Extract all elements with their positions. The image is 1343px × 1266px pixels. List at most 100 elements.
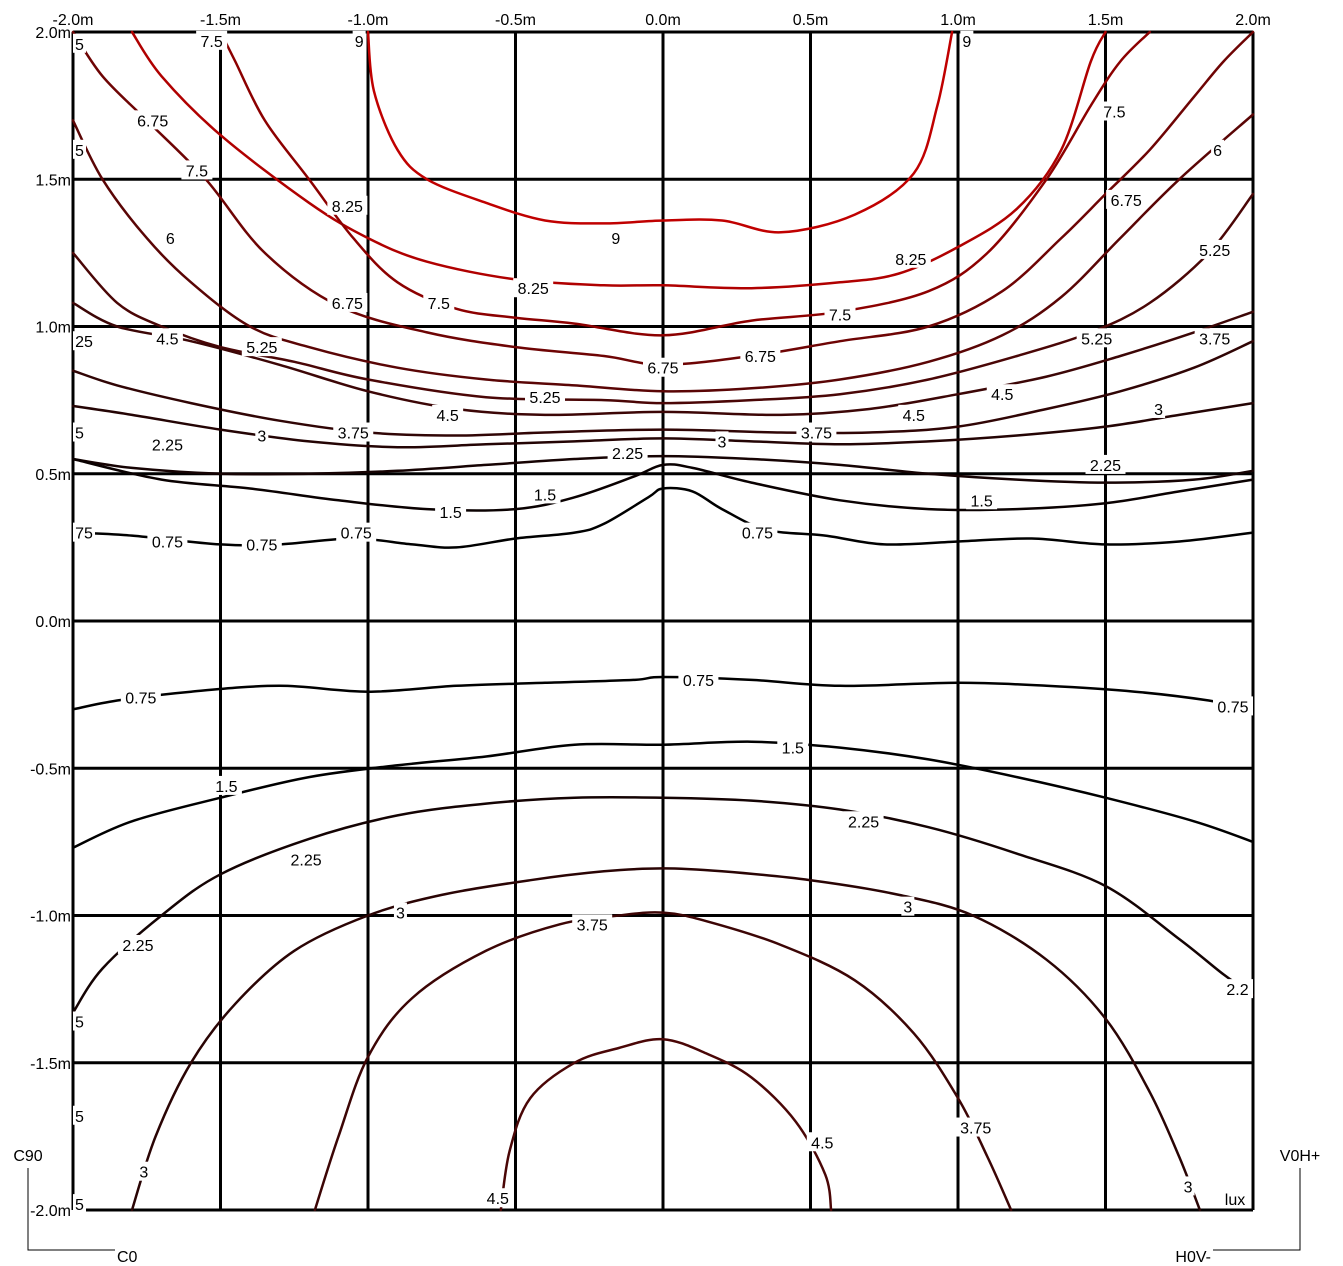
contour-label-text: 6 bbox=[166, 231, 175, 248]
contour-label: 9 bbox=[352, 30, 366, 51]
contour-line-0-75 bbox=[71, 486, 1255, 549]
contour-label-bg bbox=[163, 228, 177, 248]
contour-label-bg bbox=[715, 431, 729, 451]
contour-label-bg bbox=[181, 160, 213, 180]
contour-label-text: 3.75 bbox=[801, 426, 832, 443]
contour-label-bg bbox=[678, 669, 719, 689]
contour-line-6-75 bbox=[71, 30, 1255, 367]
y-tick-label: 1.5m bbox=[35, 172, 71, 189]
contour-label-bg bbox=[1085, 454, 1126, 474]
contour-label-bg bbox=[1213, 696, 1253, 716]
contour-label-bg bbox=[352, 30, 366, 50]
contour-label-text: 3 bbox=[396, 906, 405, 923]
contour-label-bg bbox=[525, 387, 565, 407]
contour-label-text: 0.75 bbox=[742, 526, 773, 543]
contour-label-bg bbox=[513, 278, 554, 298]
contour-label: 3 bbox=[255, 425, 269, 445]
corner-label-v0h-plus: V0H+ bbox=[1280, 1148, 1320, 1165]
contour-label: 4.5 bbox=[806, 1132, 838, 1152]
contour-label-text: 4.5 bbox=[156, 331, 178, 348]
contour-label-bg bbox=[147, 434, 188, 454]
contour-line-2-25 bbox=[71, 454, 1255, 484]
contour-label: 0.75 bbox=[147, 531, 188, 551]
contour-label: 3.75 bbox=[1194, 328, 1235, 348]
contour-label-text: 1.5 bbox=[970, 493, 992, 510]
contour-label: 7.5 bbox=[824, 304, 856, 325]
contour-line-5-25 bbox=[71, 192, 1255, 405]
contour-label-text: 0.75 bbox=[246, 537, 277, 554]
contour-label-text: 5 bbox=[75, 1109, 84, 1126]
contour-label: 6.75 bbox=[327, 292, 368, 313]
x-tick-label: -1.0m bbox=[348, 12, 389, 29]
contour-label: 6 bbox=[163, 228, 177, 248]
contour-label-bg bbox=[73, 139, 86, 159]
contour-label: 0.75 bbox=[737, 522, 778, 543]
contour-line-4-5 bbox=[71, 301, 1255, 417]
x-tick-label: -0.5m bbox=[495, 12, 536, 29]
contour-label-text: 75 bbox=[75, 526, 93, 543]
contour-label: 5.25 bbox=[1194, 239, 1235, 260]
contour-label: 7.5 bbox=[181, 160, 213, 180]
y-tick-label: 0.0m bbox=[35, 614, 71, 631]
contour-label-text: 2.25 bbox=[612, 446, 643, 463]
contour-label-text: 4.5 bbox=[903, 408, 925, 425]
contour-line-3-75 bbox=[313, 911, 1013, 1212]
contour-label: 5 bbox=[73, 1194, 86, 1214]
contour-label-bg bbox=[643, 357, 683, 377]
x-tick-label: 1.5m bbox=[1088, 12, 1124, 29]
contour-label: 8.25 bbox=[513, 278, 554, 298]
x-tick-label: 0.5m bbox=[793, 12, 829, 29]
contour-line-8-25 bbox=[130, 30, 1107, 290]
contour-label-text: 1.5 bbox=[215, 779, 237, 796]
contour-label-bg bbox=[73, 33, 86, 53]
contour-label-text: 7.5 bbox=[1103, 105, 1125, 122]
contour-label-text: 0.75 bbox=[125, 691, 156, 708]
contour-label-bg bbox=[1211, 139, 1225, 159]
contour-label-text: 1.5 bbox=[534, 487, 556, 504]
contour-label: 6.75 bbox=[1106, 189, 1147, 210]
contour-label: 0.75 bbox=[336, 522, 377, 543]
contour-label-bg bbox=[1152, 398, 1166, 418]
contour-label-bg bbox=[327, 292, 368, 312]
contour-label-bg bbox=[132, 110, 173, 130]
contour-line-2-25 bbox=[71, 795, 1255, 1014]
corner-indicator-right: V0H+ H0V- bbox=[1175, 1148, 1320, 1266]
contour-label-text: 3 bbox=[903, 900, 912, 917]
contour-label-text: 5.25 bbox=[1081, 331, 1112, 348]
contour-label-text: 6.75 bbox=[332, 296, 363, 313]
contour-label-text: 5 bbox=[75, 37, 84, 54]
contour-label-text: 5.25 bbox=[246, 340, 277, 357]
contour-label-text: 3.75 bbox=[577, 917, 608, 934]
contour-label-bg bbox=[898, 404, 930, 424]
x-tick-label: 2.0m bbox=[1235, 12, 1271, 29]
contour-label-bg bbox=[137, 1161, 151, 1181]
y-tick-label: 0.5m bbox=[35, 467, 71, 484]
contour-label: 2.25 bbox=[117, 934, 158, 955]
contour-label-bg bbox=[196, 30, 228, 50]
contour-label: 1.5 bbox=[529, 484, 561, 504]
contour-label-bg bbox=[986, 384, 1018, 404]
contour-label-text: 2.25 bbox=[848, 814, 879, 831]
contour-label-text: 5 bbox=[75, 1015, 84, 1032]
contour-label: 3.75 bbox=[572, 914, 613, 934]
contour-label-bg bbox=[1098, 101, 1130, 121]
contour-label-text: 5 bbox=[75, 1197, 84, 1214]
contour-label-bg bbox=[796, 422, 837, 442]
contour-label: 2.25 bbox=[1085, 454, 1126, 475]
contour-line-3-75 bbox=[71, 339, 1255, 437]
contour-label-text: 3 bbox=[1154, 402, 1163, 419]
contour-label-text: 1.5 bbox=[782, 741, 804, 758]
y-tick-label: -2.0m bbox=[30, 1203, 71, 1220]
contour-label-bg bbox=[1194, 328, 1235, 348]
contour-label-bg bbox=[255, 425, 269, 445]
contour-label-text: 5 bbox=[75, 426, 84, 443]
contour-label-bg bbox=[960, 30, 974, 50]
contour-label: 5.25 bbox=[525, 387, 565, 407]
contour-line-1-5 bbox=[71, 457, 1255, 512]
contour-label-text: 3 bbox=[139, 1165, 148, 1182]
contour-label: 8.25 bbox=[327, 195, 368, 216]
contour-label-bg bbox=[336, 522, 377, 542]
contour-label-bg bbox=[777, 737, 809, 757]
contour-label: 3 bbox=[393, 902, 407, 923]
corner-label-c0: C0 bbox=[117, 1249, 138, 1266]
